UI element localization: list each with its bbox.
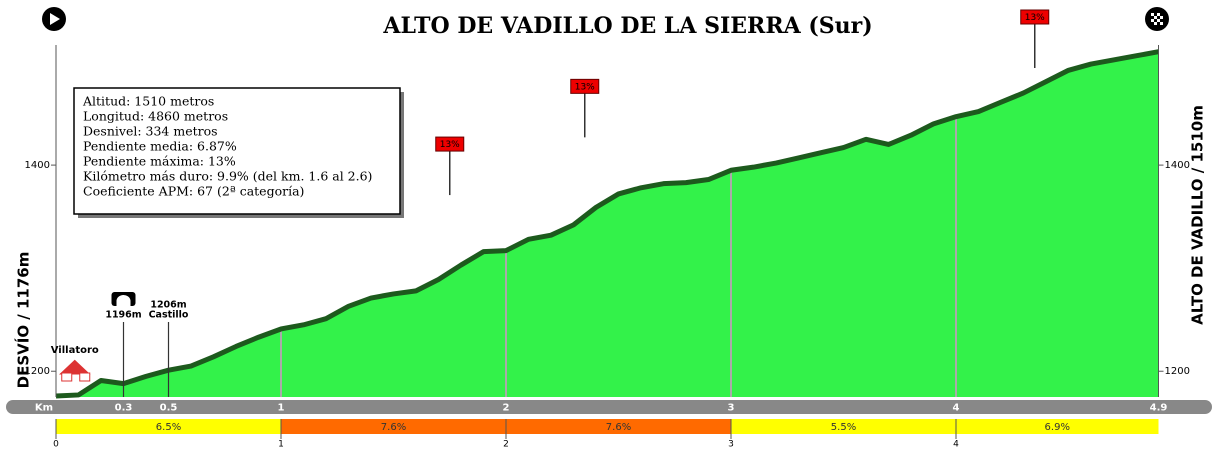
info-line: Longitud: 4860 metros	[83, 109, 228, 124]
gradient-tick-label: 4	[953, 440, 959, 450]
place-label: Villatoro	[51, 345, 99, 356]
gradient-label: 7.6%	[381, 422, 406, 433]
gradient-tick-label: 1	[278, 440, 284, 450]
info-line: Pendiente máxima: 13%	[83, 154, 236, 169]
info-line: Coeficiente APM: 67 (2ª categoría)	[83, 184, 304, 199]
check	[1151, 13, 1154, 16]
profile-area	[56, 51, 1159, 398]
check	[1160, 22, 1163, 25]
check	[1154, 16, 1157, 19]
flag-label: 13%	[440, 140, 460, 150]
x-tick-label: 2	[503, 403, 510, 414]
gradient-label: 6.9%	[1045, 422, 1070, 433]
km-bar	[6, 400, 1212, 414]
check	[1160, 16, 1163, 19]
x-tick-label: 4	[953, 403, 960, 414]
flag-label: 13%	[575, 82, 595, 92]
y-tick-label: 1200	[25, 366, 50, 377]
info-line: Altitud: 1510 metros	[82, 94, 214, 109]
gradient-label: 5.5%	[831, 422, 856, 433]
gradient-segment	[56, 419, 281, 434]
start-icon	[42, 7, 66, 31]
info-line: Desnivel: 334 metros	[83, 124, 218, 139]
gradient-segment	[281, 419, 506, 434]
gradient-segment	[506, 419, 731, 434]
check	[1157, 13, 1160, 16]
x-tick-label: 4.9	[1150, 403, 1168, 414]
gradient-tick-label: 2	[503, 440, 509, 450]
house	[61, 372, 73, 382]
gradient-tick-label: 3	[728, 440, 734, 450]
profile-line	[55, 49, 1159, 399]
check	[1151, 19, 1154, 22]
info-line: Pendiente media: 6.87%	[83, 139, 237, 154]
house-icon	[56, 358, 94, 376]
info-line: Kilómetro más duro: 9.9% (del km. 1.6 al…	[83, 169, 372, 184]
house	[79, 372, 91, 382]
chart-title: ALTO DE VADILLO DE LA SIERRA (Sur)	[382, 13, 872, 39]
place-label: 1196m	[105, 310, 141, 321]
gradient-segment	[731, 419, 956, 434]
gradient-segment	[956, 419, 1159, 434]
y-tick-label: 1400	[25, 160, 50, 171]
flag	[570, 78, 600, 94]
y-tick-label: 1400	[1165, 160, 1190, 171]
x-tick-label: 0.5	[160, 403, 178, 414]
start-label: DESVÍO / 1176m	[14, 252, 33, 389]
flag	[1020, 9, 1050, 25]
gradient-label: 7.6%	[606, 422, 631, 433]
check	[1157, 19, 1160, 22]
end-label: ALTO DE VADILLO / 1510m	[1189, 105, 1207, 325]
x-tick-label: 3	[728, 403, 735, 414]
check	[1154, 22, 1157, 25]
gradient-tick-label: 0	[53, 440, 59, 450]
place-label: Castillo	[149, 310, 189, 321]
x-tick-label: 0.3	[115, 403, 133, 414]
x-tick-label: 1	[278, 403, 285, 414]
y-tick-label: 1200	[1165, 366, 1190, 377]
info-panel	[73, 87, 401, 215]
x-tick-label: Km	[35, 403, 53, 414]
gradient-label: 6.5%	[156, 422, 181, 433]
flag	[435, 136, 465, 152]
finish-icon	[1145, 7, 1169, 31]
place-label: 1206m	[150, 300, 186, 311]
flag-label: 13%	[1025, 13, 1045, 23]
tunnel-arch	[116, 295, 131, 306]
